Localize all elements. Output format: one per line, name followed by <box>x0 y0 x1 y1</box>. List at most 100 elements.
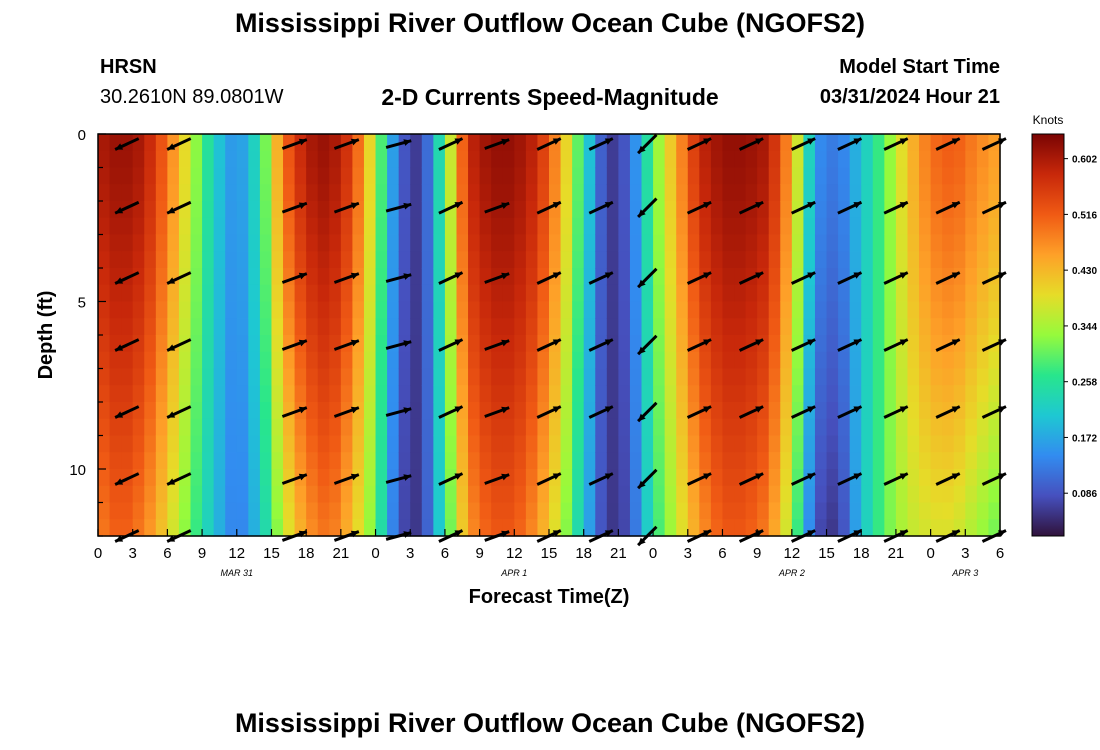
heatmap-cell <box>965 284 978 303</box>
heatmap-cell <box>537 301 550 319</box>
heatmap-cell <box>595 351 608 370</box>
current-vector <box>883 472 909 486</box>
heatmap-cell <box>514 402 527 420</box>
heatmap-cell <box>248 167 261 185</box>
current-vector <box>637 401 658 423</box>
heatmap-cell <box>444 418 458 437</box>
heatmap-cell <box>294 418 307 437</box>
heatmap-cell <box>259 150 273 169</box>
heatmap-cell <box>629 251 643 269</box>
heatmap-cell <box>595 167 608 185</box>
heatmap-cell <box>699 150 712 169</box>
current-vector <box>686 405 712 419</box>
heatmap-cell <box>375 402 388 420</box>
heatmap-cell <box>213 184 226 202</box>
heatmap-cell <box>121 519 134 537</box>
heatmap-cell <box>710 368 724 386</box>
heatmap-cell <box>953 318 966 336</box>
heatmap-cell <box>294 184 307 202</box>
heatmap-cell <box>502 167 515 185</box>
heatmap-cell <box>849 251 862 269</box>
heatmap-cell <box>294 301 307 319</box>
heatmap-cell <box>283 485 296 504</box>
heatmap-cell <box>317 469 330 487</box>
heatmap-cell <box>352 368 365 386</box>
heatmap-cell <box>491 251 504 269</box>
heatmap-cell <box>202 519 215 537</box>
heatmap-cell <box>190 318 203 336</box>
heatmap-cell <box>98 234 111 252</box>
heatmap-cell <box>398 167 411 185</box>
heatmap-cell <box>317 134 330 152</box>
heatmap-cell <box>410 485 423 504</box>
heatmap-cell <box>213 368 226 386</box>
heatmap-cell <box>144 335 157 353</box>
heatmap-cell <box>283 368 296 386</box>
heatmap-cell <box>352 402 365 420</box>
heatmap-cell <box>98 284 111 303</box>
heatmap-cell <box>225 150 238 169</box>
heatmap-cell <box>236 519 249 537</box>
heatmap-cell <box>838 301 851 319</box>
heatmap-cell <box>919 519 932 537</box>
heatmap-cell <box>491 234 504 252</box>
heatmap-cell <box>317 435 330 453</box>
heatmap-cell <box>444 351 458 370</box>
heatmap-cell <box>155 485 168 504</box>
heatmap-cell <box>491 301 504 319</box>
heatmap-cell <box>236 268 249 286</box>
heatmap-cell <box>306 301 319 319</box>
heatmap-cell <box>410 134 423 152</box>
heatmap-cell <box>444 452 458 470</box>
heatmap-cell <box>410 418 423 437</box>
heatmap-cell <box>248 452 261 470</box>
heatmap-cell <box>803 452 816 470</box>
heatmap-cell <box>664 284 677 303</box>
heatmap-cell <box>988 318 1001 336</box>
heatmap-cell <box>144 402 157 420</box>
heatmap-cell <box>791 167 805 185</box>
heatmap-cell <box>757 301 770 319</box>
heatmap-cell <box>872 351 885 370</box>
heatmap-cell <box>190 335 203 353</box>
heatmap-cell <box>132 351 145 370</box>
heatmap-cell <box>121 502 134 520</box>
heatmap-cell <box>421 167 434 185</box>
heatmap-cell <box>236 301 249 319</box>
current-vector <box>883 137 909 151</box>
heatmap-cell <box>410 452 423 470</box>
heatmap-cell <box>653 418 666 437</box>
heatmap-cell <box>236 385 249 403</box>
heatmap-cell <box>618 402 631 420</box>
heatmap-cell <box>710 167 724 185</box>
heatmap-cell <box>838 217 851 236</box>
heatmap-cell <box>606 485 619 504</box>
heatmap-cell <box>202 418 215 437</box>
heatmap-cell <box>976 435 990 453</box>
heatmap-cell <box>479 234 492 252</box>
heatmap-cell <box>479 351 492 370</box>
heatmap-cell <box>687 150 700 169</box>
heatmap-cell <box>340 167 354 185</box>
heatmap-cell <box>352 284 365 303</box>
heatmap-cell <box>433 485 446 504</box>
current-vector <box>837 137 863 151</box>
heatmap-cell <box>387 150 400 169</box>
heatmap-cell <box>502 485 515 504</box>
heatmap-cell <box>155 201 168 219</box>
heatmap-cell <box>849 418 862 437</box>
heatmap-cell <box>236 485 249 504</box>
heatmap-cell <box>572 284 585 303</box>
heatmap-cell <box>861 268 874 286</box>
heatmap-cell <box>664 368 677 386</box>
heatmap-cell <box>375 469 388 487</box>
heatmap-cell <box>838 184 851 202</box>
heatmap-cell <box>363 217 377 236</box>
heatmap-cell <box>306 452 319 470</box>
heatmap-cell <box>814 167 828 185</box>
heatmap-cell <box>537 485 550 504</box>
heatmap-cell <box>699 385 712 403</box>
heatmap-cell <box>491 519 504 537</box>
heatmap-cell <box>861 452 874 470</box>
heatmap-cell <box>676 502 689 520</box>
